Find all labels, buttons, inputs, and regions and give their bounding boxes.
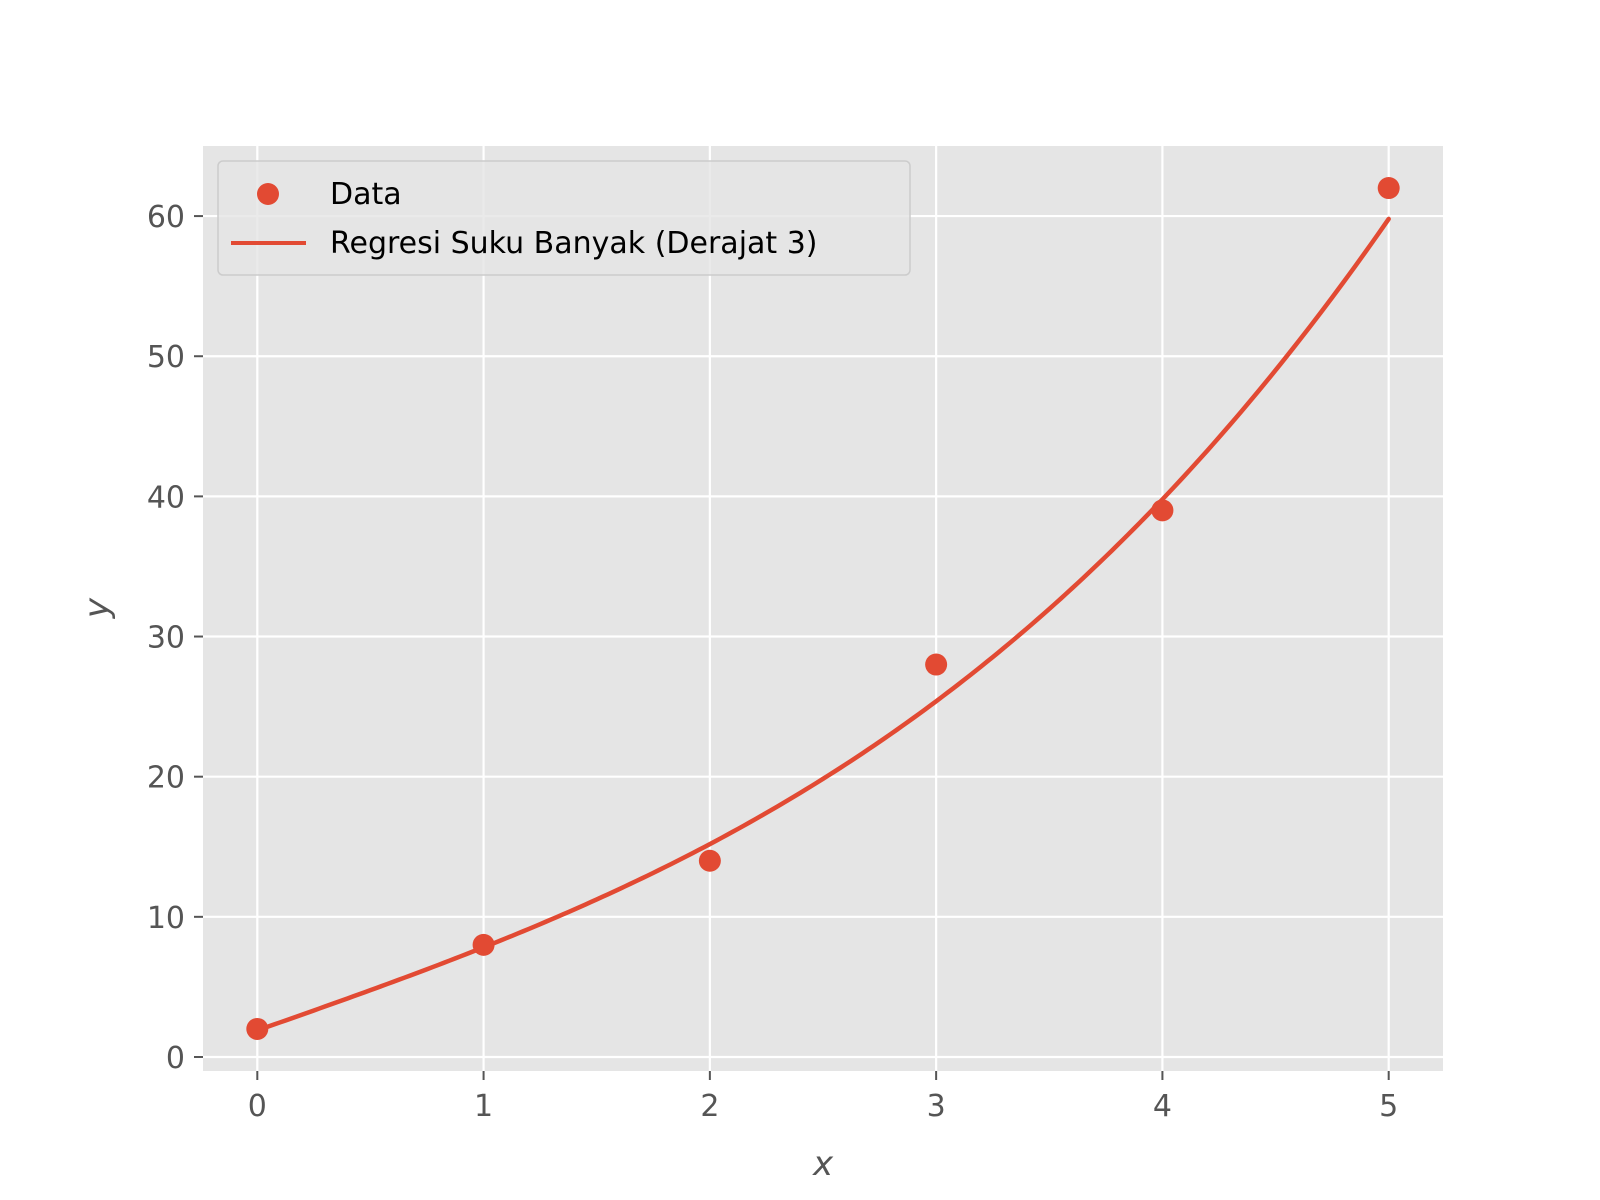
data-point (246, 1017, 269, 1040)
legend-marker-data (257, 183, 279, 205)
x-tick-label: 2 (700, 1089, 719, 1124)
data-point (1377, 177, 1400, 200)
x-tick-label: 3 (927, 1089, 946, 1124)
x-tick-label: 1 (474, 1089, 493, 1124)
x-axis-label: x (812, 1144, 834, 1184)
y-tick-label: 0 (166, 1041, 185, 1076)
y-tick-label: 40 (147, 480, 185, 515)
y-tick-label: 30 (147, 621, 185, 656)
y-tick-label: 50 (147, 340, 185, 375)
x-tick-label: 4 (1153, 1089, 1172, 1124)
x-tick-label: 0 (248, 1089, 267, 1124)
data-point (472, 933, 495, 956)
plot-background (203, 146, 1443, 1071)
legend-box (217, 160, 911, 276)
y-tick-label: 60 (147, 200, 185, 235)
legend: Data Regresi Suku Banyak (Derajat 3) (217, 160, 911, 276)
x-tick-label: 5 (1379, 1089, 1398, 1124)
legend-label-data: Data (330, 177, 402, 212)
regression-line (255, 216, 1391, 1033)
y-tick-label: 10 (147, 901, 185, 936)
data-point (925, 653, 948, 676)
series-layer (246, 177, 1400, 1040)
y-axis-label: y (77, 597, 117, 619)
y-tick-label: 20 (147, 761, 185, 796)
data-point (1151, 499, 1174, 522)
legend-label-regression: Regresi Suku Banyak (Derajat 3) (330, 226, 818, 261)
data-point (698, 849, 721, 872)
